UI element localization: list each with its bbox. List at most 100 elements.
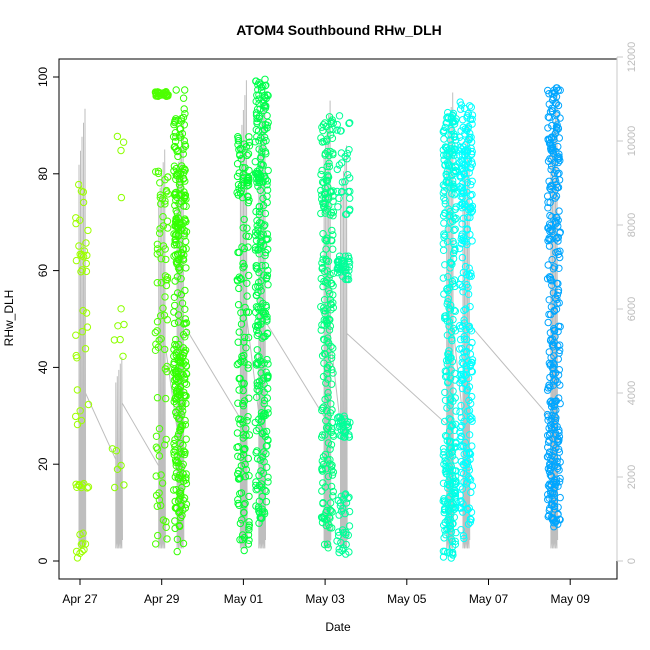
data-point bbox=[554, 142, 562, 151]
data-point bbox=[447, 528, 456, 536]
data-point bbox=[180, 230, 189, 238]
data-point bbox=[81, 345, 90, 353]
x-tick-label: May 05 bbox=[387, 592, 427, 606]
data-point bbox=[234, 133, 242, 141]
data-point bbox=[243, 279, 251, 287]
data-point bbox=[544, 464, 553, 473]
data-point bbox=[548, 501, 557, 509]
y-right-tick-label: 4000 bbox=[626, 381, 638, 405]
data-point bbox=[158, 479, 167, 487]
data-point bbox=[342, 427, 350, 436]
data-point bbox=[444, 273, 452, 281]
data-point bbox=[329, 231, 337, 239]
data-point bbox=[462, 362, 470, 370]
data-point bbox=[260, 332, 268, 341]
data-point bbox=[441, 547, 449, 556]
data-point bbox=[468, 338, 476, 347]
data-point bbox=[234, 301, 243, 309]
data-point bbox=[262, 498, 271, 506]
data-point bbox=[163, 316, 172, 324]
data-point bbox=[550, 325, 558, 333]
data-point bbox=[468, 147, 476, 156]
data-point bbox=[323, 540, 332, 548]
data-point bbox=[441, 123, 449, 132]
data-point bbox=[446, 264, 454, 272]
data-point bbox=[552, 235, 560, 243]
data-point bbox=[448, 537, 457, 546]
data-point bbox=[161, 272, 170, 280]
data-point bbox=[555, 154, 563, 163]
data-point bbox=[550, 263, 559, 271]
data-point bbox=[468, 358, 476, 367]
data-point bbox=[116, 335, 124, 344]
data-point bbox=[161, 293, 169, 301]
data-point bbox=[449, 184, 457, 193]
data-point bbox=[171, 236, 179, 244]
data-point bbox=[457, 192, 465, 201]
data-point bbox=[154, 88, 162, 97]
data-point bbox=[260, 396, 269, 405]
data-point bbox=[253, 485, 262, 493]
data-point bbox=[445, 477, 453, 485]
data-point bbox=[240, 215, 248, 224]
data-point bbox=[176, 487, 185, 495]
data-point bbox=[460, 469, 468, 478]
data-point bbox=[323, 176, 332, 185]
data-point bbox=[178, 299, 187, 307]
data-point bbox=[318, 321, 326, 329]
data-point bbox=[547, 399, 556, 408]
data-point bbox=[550, 135, 558, 144]
data-point bbox=[318, 457, 326, 465]
data-point bbox=[325, 422, 333, 431]
data-point bbox=[235, 146, 243, 154]
data-point bbox=[328, 365, 336, 374]
data-point bbox=[162, 276, 170, 284]
data-point bbox=[260, 428, 268, 436]
data-point bbox=[256, 242, 264, 250]
data-point bbox=[449, 109, 458, 118]
data-point bbox=[170, 319, 179, 328]
data-point bbox=[181, 216, 189, 225]
data-point bbox=[443, 432, 451, 441]
data-point bbox=[318, 514, 326, 522]
data-point bbox=[464, 473, 473, 481]
data-point bbox=[79, 198, 88, 207]
data-point bbox=[259, 410, 268, 418]
data-point bbox=[245, 138, 254, 146]
data-point bbox=[237, 462, 246, 470]
data-point bbox=[554, 237, 562, 245]
data-point bbox=[179, 175, 188, 183]
x-tick-label: May 07 bbox=[469, 592, 509, 606]
data-point bbox=[255, 321, 263, 329]
data-point bbox=[336, 431, 344, 440]
data-point bbox=[156, 191, 165, 199]
data-point bbox=[555, 466, 563, 474]
data-point bbox=[179, 113, 188, 122]
data-point bbox=[77, 416, 86, 425]
data-point bbox=[333, 268, 342, 277]
data-point bbox=[239, 418, 247, 426]
data-point bbox=[450, 183, 458, 191]
data-point bbox=[449, 117, 457, 125]
data-point bbox=[181, 305, 189, 313]
data-point bbox=[178, 450, 186, 458]
data-point bbox=[175, 414, 184, 422]
data-point bbox=[320, 350, 329, 358]
data-point bbox=[251, 308, 260, 316]
data-point bbox=[326, 409, 335, 417]
data-point bbox=[329, 344, 337, 352]
y-right-tick-label: 8000 bbox=[626, 213, 638, 237]
data-point bbox=[329, 149, 337, 157]
data-point bbox=[178, 362, 186, 370]
data-point bbox=[317, 186, 325, 195]
data-point bbox=[342, 269, 350, 277]
data-point bbox=[233, 276, 242, 284]
data-point bbox=[175, 340, 183, 349]
data-point bbox=[176, 426, 185, 435]
data-point bbox=[452, 214, 460, 223]
data-point bbox=[547, 181, 556, 190]
data-point bbox=[162, 255, 170, 264]
data-point bbox=[458, 374, 466, 382]
data-point bbox=[319, 479, 327, 487]
data-point bbox=[172, 240, 181, 249]
